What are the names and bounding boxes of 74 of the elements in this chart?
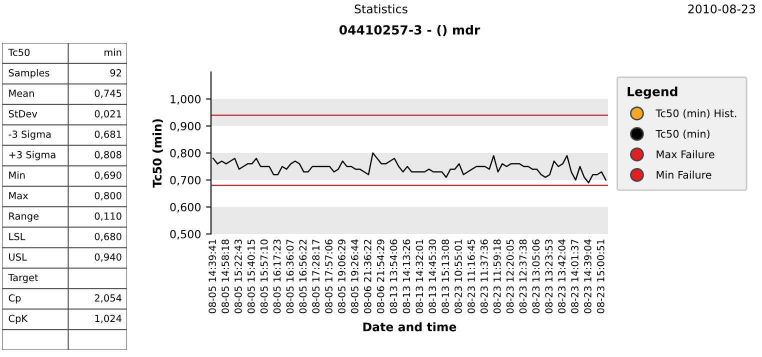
category-label: Mean — [9, 90, 34, 97]
category-label: Samples — [8, 68, 50, 78]
category-label: +3 Sigma — [9, 150, 56, 160]
x-tick-label: 08-13 14:13:26 — [402, 239, 410, 314]
text: 0,681 — [94, 130, 122, 139]
y-tick-label: 0,600 — [170, 202, 201, 213]
x-tick-label: 08-05 14:39:41 — [208, 240, 216, 314]
chart-title: 04410257-3 - () mdr — [339, 24, 480, 36]
y-tick-label: 0,800 — [170, 148, 201, 159]
text: 2,054 — [94, 294, 122, 303]
text: 92 — [110, 69, 122, 77]
category-label: StDev — [8, 110, 38, 118]
category-label: CpK — [8, 314, 28, 324]
x-tick-label: 08-23 12:37:38 — [519, 240, 527, 314]
x-tick-label: 08-23 13:05:06 — [532, 239, 540, 314]
x-tick-label: 08-05 19:26:44 — [351, 239, 358, 314]
x-tick-label: 08-06 21:36:22 — [364, 240, 372, 314]
x-tick-label: 08-23 11:59:18 — [493, 240, 501, 314]
category-label: Target — [8, 274, 38, 284]
text: 0,021 — [94, 110, 122, 118]
y-axis-title: Tc50 (min) — [152, 119, 164, 188]
text: 0,110 — [94, 212, 122, 221]
x-tick-label: 08-13 15:13:08 — [442, 240, 449, 314]
y-tick-label: 0,500 — [170, 230, 201, 240]
x-tick-label: 08-05 15:22:43 — [234, 240, 242, 314]
legend-label: Max Failure — [656, 150, 714, 158]
x-tick-label: 08-13 14:45:30 — [428, 240, 436, 314]
x-tick-label: 08-05 14:58:18 — [222, 240, 229, 314]
text: 0,690 — [94, 172, 122, 180]
text: Statistics — [354, 4, 408, 14]
category-label: -3 Sigma — [8, 130, 51, 140]
x-tick-label: 08-13 13:54:06 — [390, 239, 398, 314]
x-tick-label: 08-05 16:36:07 — [286, 240, 294, 314]
category-label: Min — [9, 171, 25, 179]
text: 1,024 — [95, 314, 122, 324]
x-tick-label: 08-23 12:20:05 — [506, 240, 514, 314]
x-tick-label: 08-23 11:37:36 — [480, 239, 488, 314]
category-label: LSL — [9, 232, 26, 240]
text: 0,808 — [94, 151, 122, 160]
y-tick-label: 1,000 — [170, 94, 201, 105]
legend-label: Min Failure — [656, 170, 712, 179]
x-tick-label: 08-13 14:32:01 — [416, 240, 424, 314]
text: 0,745 — [94, 90, 122, 98]
x-tick-label: 08-23 14:01:37 — [571, 240, 578, 314]
text: min — [104, 48, 122, 56]
category-label: Tc50 — [8, 48, 30, 56]
x-tick-label: 08-05 15:40:15 — [247, 240, 255, 314]
text: 0,940 — [94, 253, 122, 262]
x-tick-label: 08-05 16:17:23 — [273, 240, 281, 314]
x-tick-label: 08-23 10:55:01 — [454, 240, 462, 314]
x-axis-title: Date and time — [363, 322, 456, 332]
x-tick-label: 08-05 17:28:17 — [312, 240, 320, 314]
x-tick-label: 08-23 13:42:04 — [558, 239, 566, 314]
x-tick-label: 08-05 19:06:29 — [338, 240, 346, 314]
legend-title: Legend — [628, 86, 678, 99]
x-tick-label: 08-06 21:54:29 — [376, 240, 384, 314]
y-tick-label: 0,900 — [170, 122, 201, 132]
category-label: Range — [9, 212, 39, 222]
x-tick-label: 08-23 15:00:51 — [596, 240, 604, 314]
category-label: Cp — [8, 294, 21, 304]
legend-label: Tc50 (min) — [656, 130, 710, 139]
legend-label: Tc50 (min) Hist. — [656, 109, 736, 118]
text: 0,680 — [94, 232, 122, 242]
category-label: USL — [9, 253, 27, 261]
x-tick-label: 08-23 13:23:53 — [545, 240, 553, 314]
x-tick-label: 08-23 14:39:04 — [584, 239, 592, 314]
x-tick-label: 08-05 15:57:10 — [260, 240, 268, 314]
text: 0,800 — [94, 192, 122, 200]
category-label: Max — [9, 192, 28, 200]
y-tick-label: 0,700 — [170, 176, 201, 186]
text: 2010-08-23 — [688, 4, 756, 14]
x-tick-label: 08-05 16:56:22 — [299, 240, 307, 314]
x-tick-label: 08-23 11:16:45 — [468, 240, 475, 314]
x-tick-label: 08-05 17:57:06 — [325, 239, 332, 314]
